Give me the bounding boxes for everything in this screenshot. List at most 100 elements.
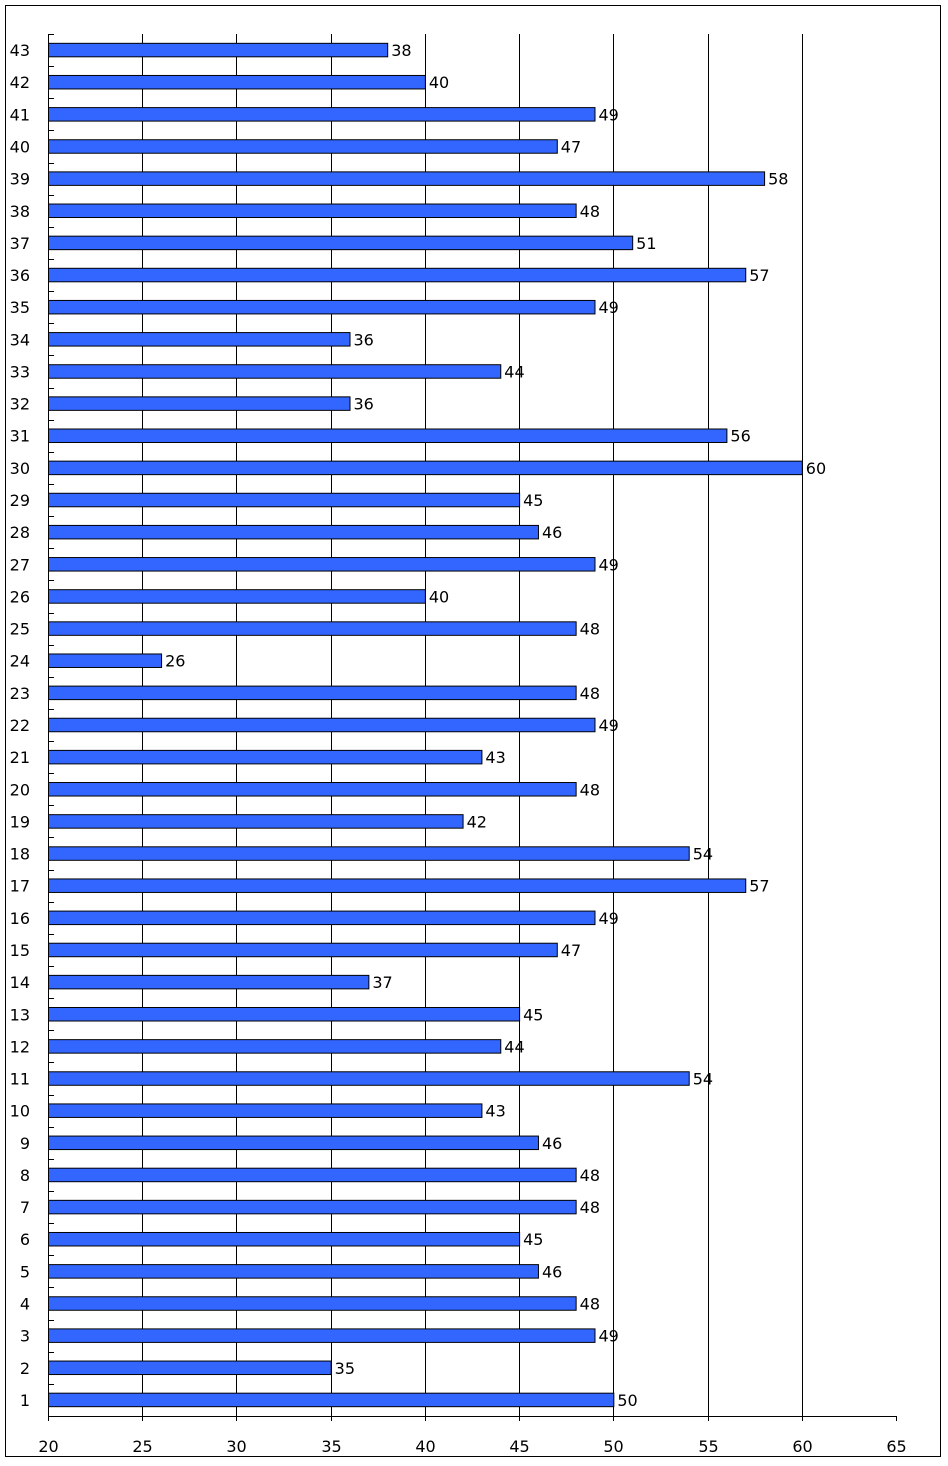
value-label-24: 26 bbox=[165, 652, 185, 671]
x-tick-label-20: 20 bbox=[38, 1437, 58, 1456]
bar-42 bbox=[48, 74, 426, 90]
x-tick-label-45: 45 bbox=[509, 1437, 529, 1456]
value-label-33: 44 bbox=[504, 362, 524, 381]
axes bbox=[48, 34, 897, 1421]
category-label-18: 18 bbox=[10, 845, 30, 864]
category-label-35: 35 bbox=[10, 298, 30, 317]
bar-32 bbox=[48, 396, 351, 411]
value-label-25: 48 bbox=[580, 620, 600, 639]
category-label-21: 21 bbox=[10, 748, 30, 767]
bar-16 bbox=[48, 910, 596, 926]
value-label-7: 48 bbox=[580, 1198, 600, 1217]
category-label-38: 38 bbox=[10, 202, 30, 221]
bar-7 bbox=[48, 1199, 577, 1215]
category-label-25: 25 bbox=[10, 620, 30, 639]
bar-29 bbox=[48, 492, 521, 508]
category-label-24: 24 bbox=[10, 652, 30, 671]
value-label-13: 45 bbox=[523, 1005, 543, 1024]
value-label-12: 44 bbox=[504, 1037, 524, 1056]
bar-5 bbox=[48, 1264, 539, 1279]
category-label-10: 10 bbox=[10, 1102, 30, 1121]
category-label-42: 42 bbox=[10, 73, 30, 92]
bar-14 bbox=[48, 974, 370, 990]
category-label-5: 5 bbox=[20, 1262, 30, 1281]
value-label-4: 48 bbox=[580, 1295, 600, 1314]
category-label-41: 41 bbox=[10, 105, 30, 124]
category-label-34: 34 bbox=[10, 330, 30, 349]
category-label-37: 37 bbox=[10, 234, 30, 253]
category-label-6: 6 bbox=[20, 1230, 30, 1249]
category-label-22: 22 bbox=[10, 716, 30, 735]
category-label-39: 39 bbox=[10, 170, 30, 189]
category-label-19: 19 bbox=[10, 812, 30, 831]
category-label-27: 27 bbox=[10, 555, 30, 574]
bar-2 bbox=[48, 1360, 332, 1376]
bar-24 bbox=[48, 653, 163, 668]
x-tick-label-30: 30 bbox=[226, 1437, 246, 1456]
category-label-40: 40 bbox=[10, 137, 30, 156]
value-label-31: 56 bbox=[730, 427, 750, 446]
category-label-30: 30 bbox=[10, 459, 30, 478]
bar-36 bbox=[48, 267, 747, 283]
bar-31 bbox=[48, 428, 728, 443]
bar-35 bbox=[48, 299, 596, 315]
bar-17 bbox=[48, 878, 747, 893]
x-tick-label-65: 65 bbox=[886, 1437, 906, 1456]
x-tick-label-60: 60 bbox=[792, 1437, 812, 1456]
x-tick-label-35: 35 bbox=[321, 1437, 341, 1456]
x-tick-label-50: 50 bbox=[603, 1437, 623, 1456]
value-label-27: 49 bbox=[598, 555, 618, 574]
bar-22 bbox=[48, 717, 596, 733]
category-label-26: 26 bbox=[10, 587, 30, 606]
category-label-13: 13 bbox=[10, 1005, 30, 1024]
bar-9 bbox=[48, 1135, 539, 1151]
bar-8 bbox=[48, 1167, 577, 1183]
bar-39 bbox=[48, 171, 766, 186]
value-label-6: 45 bbox=[523, 1230, 543, 1249]
value-label-5: 46 bbox=[542, 1262, 562, 1281]
bar-30 bbox=[48, 460, 803, 476]
bar-21 bbox=[48, 749, 483, 765]
value-label-2: 35 bbox=[335, 1359, 355, 1378]
value-label-22: 49 bbox=[598, 716, 618, 735]
value-label-3: 49 bbox=[598, 1327, 618, 1346]
category-label-31: 31 bbox=[10, 427, 30, 446]
bar-25 bbox=[48, 621, 577, 636]
value-label-14: 37 bbox=[372, 973, 392, 992]
value-label-23: 48 bbox=[580, 684, 600, 703]
category-label-12: 12 bbox=[10, 1037, 30, 1056]
bar-23 bbox=[48, 685, 577, 701]
value-label-36: 57 bbox=[749, 266, 769, 285]
value-label-43: 38 bbox=[391, 41, 411, 60]
category-label-20: 20 bbox=[10, 780, 30, 799]
value-label-1: 50 bbox=[617, 1391, 637, 1410]
bar-20 bbox=[48, 782, 577, 797]
value-label-21: 43 bbox=[485, 748, 505, 767]
category-label-15: 15 bbox=[10, 941, 30, 960]
category-label-33: 33 bbox=[10, 362, 30, 381]
value-label-41: 49 bbox=[598, 105, 618, 124]
value-label-35: 49 bbox=[598, 298, 618, 317]
bar-43 bbox=[48, 42, 389, 58]
bar-11 bbox=[48, 1071, 690, 1086]
bar-34 bbox=[48, 332, 351, 347]
category-label-7: 7 bbox=[20, 1198, 30, 1217]
category-label-3: 3 bbox=[20, 1327, 30, 1346]
bar-27 bbox=[48, 557, 596, 572]
bar-6 bbox=[48, 1231, 521, 1247]
value-label-20: 48 bbox=[580, 780, 600, 799]
value-label-28: 46 bbox=[542, 523, 562, 542]
value-label-30: 60 bbox=[806, 459, 826, 478]
bar-38 bbox=[48, 203, 577, 219]
x-tick-label-55: 55 bbox=[698, 1437, 718, 1456]
value-label-40: 47 bbox=[561, 137, 581, 156]
value-label-34: 36 bbox=[354, 330, 374, 349]
category-label-23: 23 bbox=[10, 684, 30, 703]
bar-13 bbox=[48, 1007, 521, 1022]
bar-18 bbox=[48, 846, 690, 861]
bar-10 bbox=[48, 1103, 483, 1118]
category-label-43: 43 bbox=[10, 41, 30, 60]
bar-1 bbox=[48, 1392, 615, 1408]
